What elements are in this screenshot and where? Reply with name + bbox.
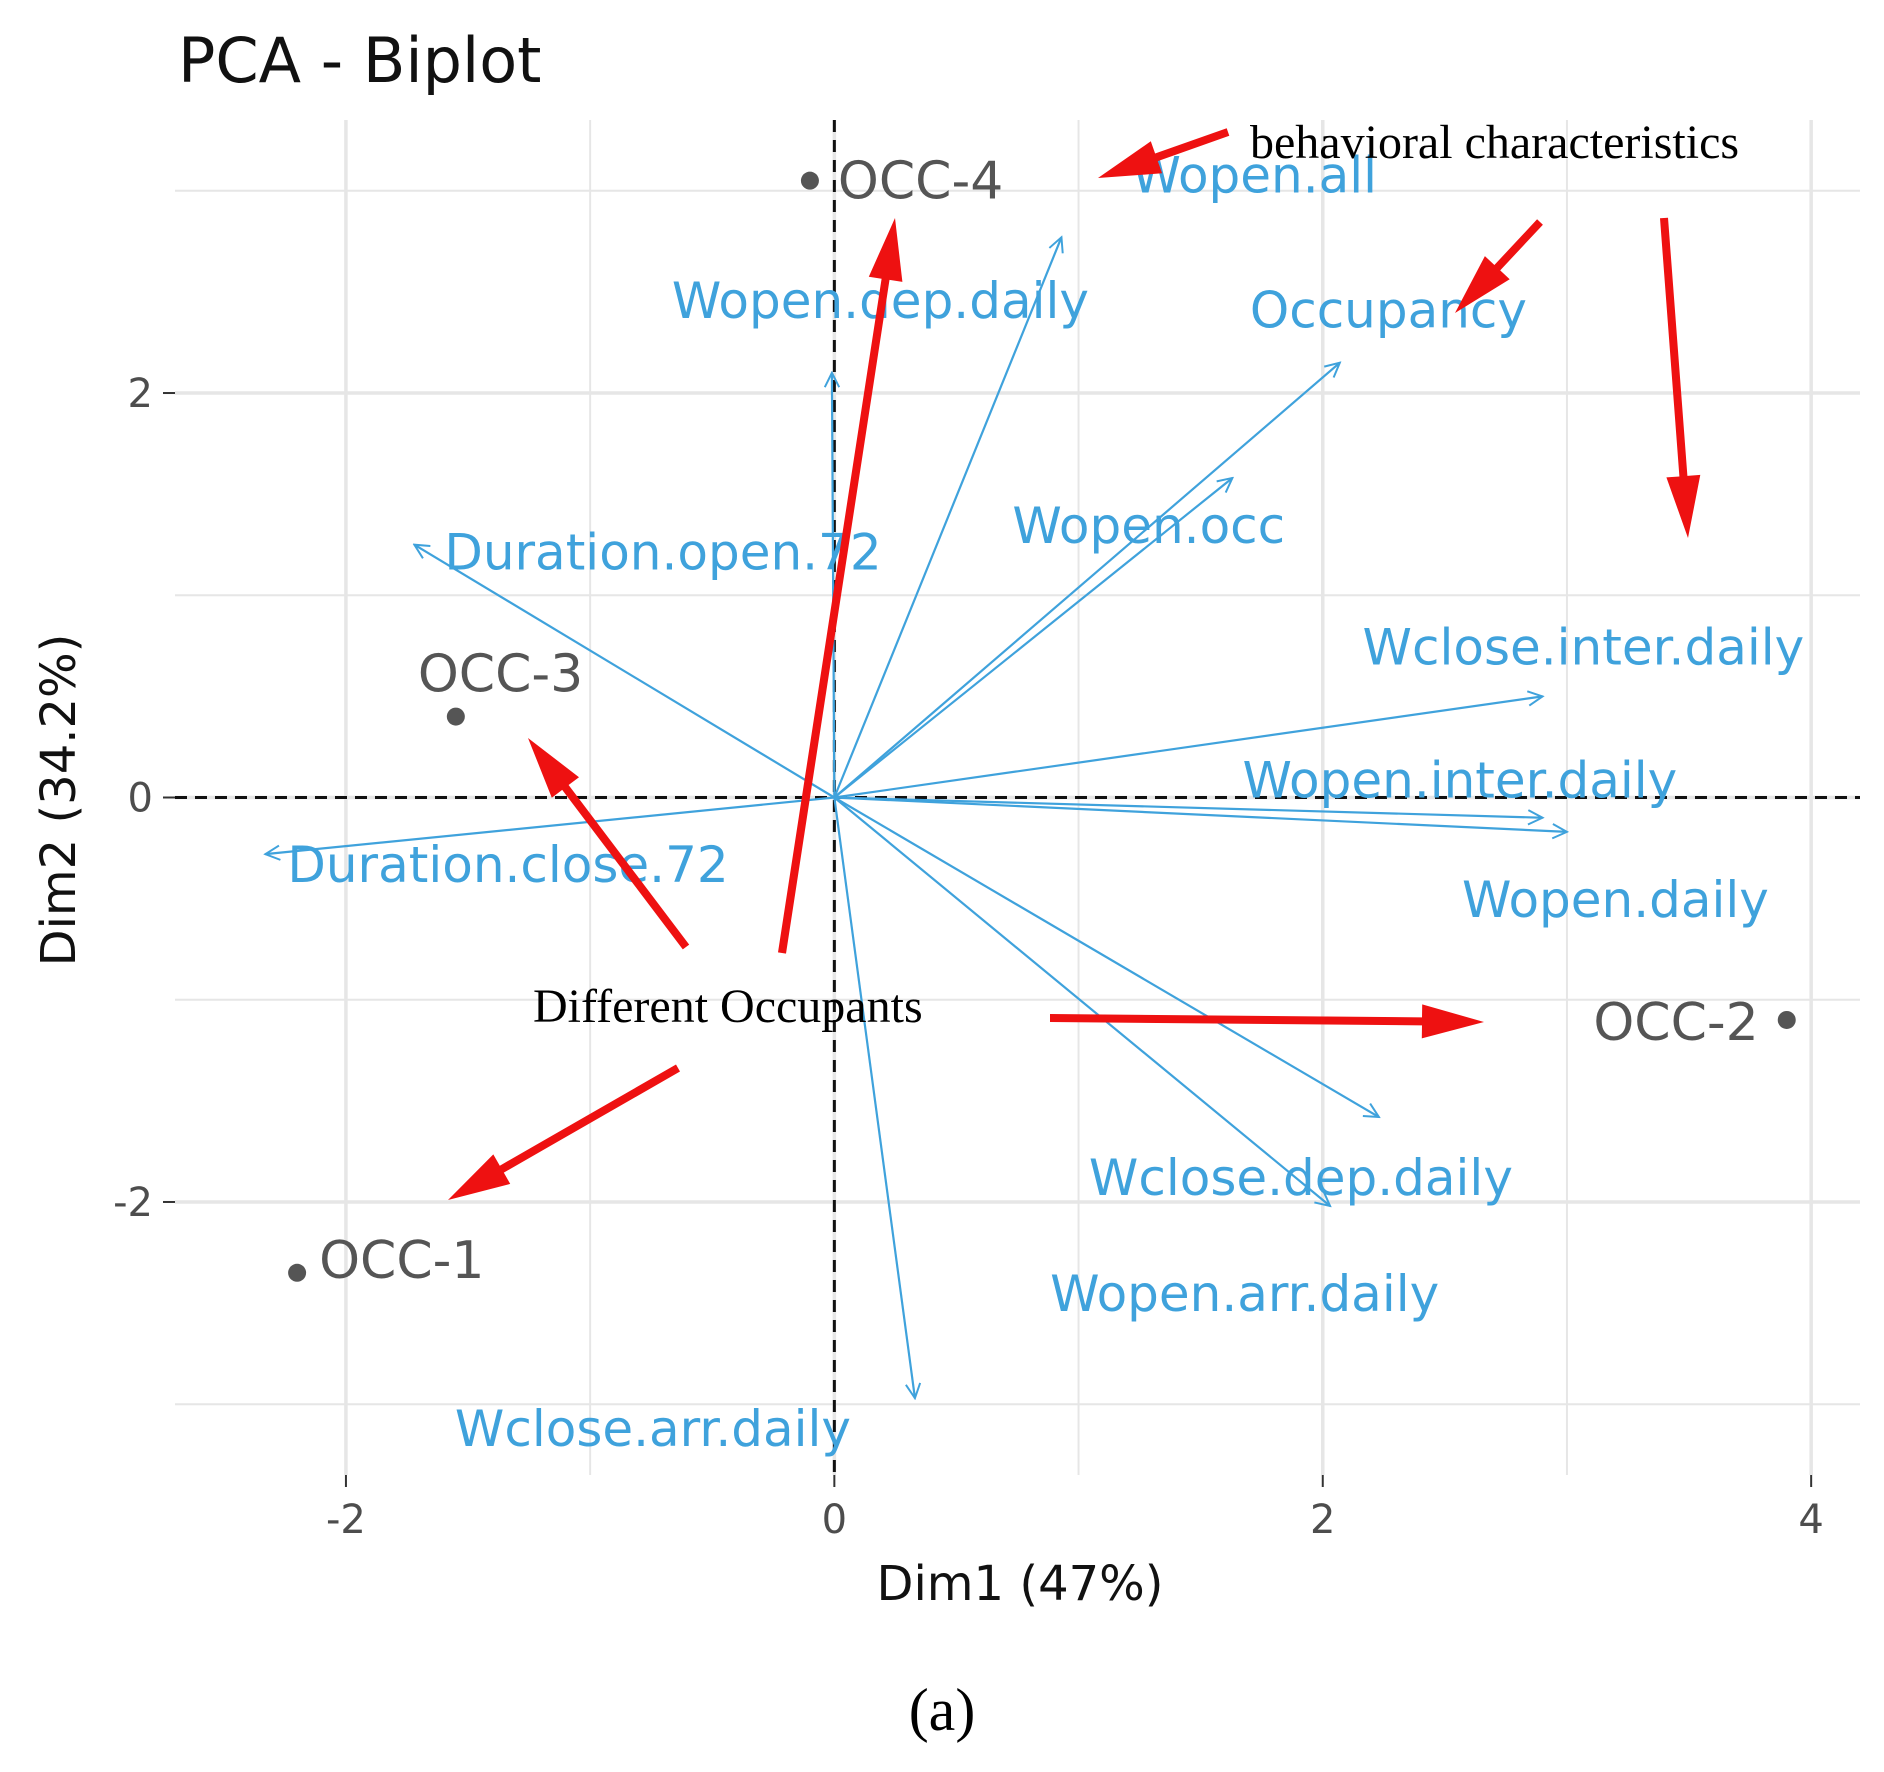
variable-vector-wopen-dep-daily xyxy=(832,373,834,798)
panel-label: (a) xyxy=(909,1677,976,1743)
variable-vector-wopen-daily xyxy=(834,796,1567,832)
y-axis-label: Dim2 (34.2%) xyxy=(31,634,87,967)
variable-vectors: Wopen.allWopen.dep.dailyOccupancyWopen.o… xyxy=(265,146,1804,1458)
red-arrow-to-occ-2 xyxy=(1050,1004,1484,1039)
individual-label: OCC-3 xyxy=(418,645,583,705)
x-tick-label: 4 xyxy=(1798,1497,1823,1543)
x-tick-label: -2 xyxy=(326,1497,366,1543)
x-axis-label: Dim1 (47%) xyxy=(877,1556,1164,1612)
red-arrow-down-right xyxy=(1660,217,1701,538)
variable-label: Wopen.occ xyxy=(1012,497,1285,555)
variable-label: Wopen.all xyxy=(1131,146,1377,204)
red-arrow-to-occ-1 xyxy=(448,1064,680,1200)
chart-title: PCA - Biplot xyxy=(178,24,541,97)
individual-point-occ-2 xyxy=(1777,1010,1796,1029)
axes: -2 0 2 4 -2 0 2 xyxy=(113,120,1860,1543)
annotation-behavioral-characteristics: behavioral characteristics xyxy=(1250,116,1739,169)
individual-point-occ-1 xyxy=(288,1263,307,1282)
individual-points: OCC-4 OCC-3 OCC-1 OCC-2 xyxy=(288,152,1796,1291)
annotation-different-occupants: Different Occupants xyxy=(533,980,923,1033)
individual-label: OCC-2 xyxy=(1593,993,1758,1053)
x-tick-label: 2 xyxy=(1310,1497,1335,1543)
variable-label: Wopen.arr.daily xyxy=(1050,1265,1439,1323)
variable-label: Wclose.arr.daily xyxy=(455,1400,851,1458)
variable-label: Wopen.daily xyxy=(1462,871,1769,929)
variable-vector-wopen-arr-daily xyxy=(833,796,1330,1207)
x-tick-label: 0 xyxy=(822,1497,847,1543)
annotation-arrows xyxy=(448,128,1701,1200)
red-arrow-to-occ-3 xyxy=(528,738,690,950)
variable-vector-occupancy xyxy=(833,363,1339,799)
variable-vector-wopen-inter-daily xyxy=(834,796,1542,818)
variable-vector-duration-open-72 xyxy=(414,545,835,799)
individual-point-occ-3 xyxy=(446,707,465,726)
individual-point-occ-4 xyxy=(800,171,819,190)
variable-vector-wclose-inter-daily xyxy=(834,696,1542,799)
variable-vector-wclose-arr-daily xyxy=(833,797,915,1399)
individual-label: OCC-1 xyxy=(319,1231,484,1291)
variable-vector-duration-close-72 xyxy=(265,796,835,855)
red-arrow-to-occ-4 xyxy=(778,218,903,954)
y-tick-label: 0 xyxy=(128,776,153,822)
individual-label: OCC-4 xyxy=(838,152,1003,212)
variable-label: Duration.close.72 xyxy=(287,836,728,894)
variable-label: Wclose.dep.daily xyxy=(1089,1149,1513,1207)
variable-vector-wclose-dep-daily xyxy=(833,796,1379,1118)
variable-vector-wopen-all xyxy=(833,237,1061,798)
red-arrow-to-occupancy xyxy=(1455,219,1543,313)
variable-label: Wopen.inter.daily xyxy=(1243,752,1678,810)
red-arrow-to-wopen-all xyxy=(1098,128,1230,178)
variable-vector-wopen-occ xyxy=(833,478,1232,799)
y-tick-label: -2 xyxy=(113,1180,153,1226)
variable-label: Duration.open.72 xyxy=(444,524,881,582)
variable-label: Wclose.inter.daily xyxy=(1363,618,1805,676)
y-tick-label: 2 xyxy=(128,371,153,417)
